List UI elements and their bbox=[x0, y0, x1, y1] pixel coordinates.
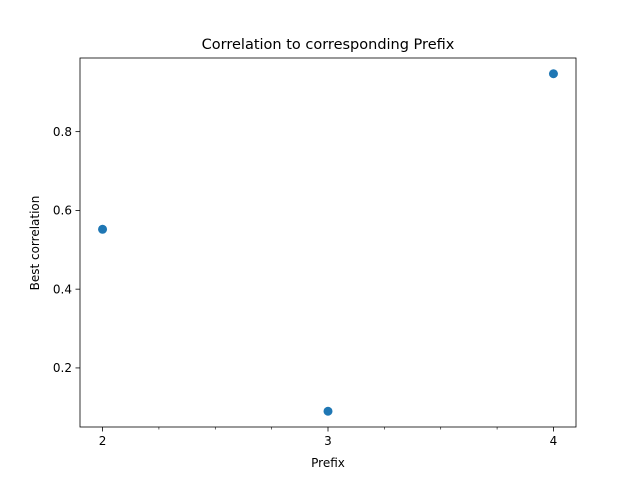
x-tick-label: 4 bbox=[550, 434, 558, 448]
scatter-point bbox=[323, 406, 333, 416]
x-axis: 2 3 4 bbox=[99, 427, 558, 448]
y-tick-label: 0.4 bbox=[53, 282, 72, 296]
x-tick-label: 2 bbox=[99, 434, 107, 448]
y-axis: 0.2 0.4 0.6 0.8 bbox=[53, 125, 80, 375]
plot-area bbox=[79, 57, 577, 428]
y-tick-label: 0.2 bbox=[53, 361, 72, 375]
y-tick-label: 0.8 bbox=[53, 125, 72, 139]
scatter-point bbox=[98, 224, 108, 234]
plot-frame bbox=[79, 57, 577, 428]
data-points bbox=[98, 69, 558, 416]
chart-title: Correlation to corresponding Prefix bbox=[202, 37, 455, 53]
scatter-point bbox=[548, 69, 558, 79]
x-tick-label: 3 bbox=[324, 434, 332, 448]
x-axis-title: Prefix bbox=[311, 456, 345, 470]
y-axis-title: Best correlation bbox=[28, 196, 42, 291]
y-tick-label: 0.6 bbox=[53, 204, 72, 218]
